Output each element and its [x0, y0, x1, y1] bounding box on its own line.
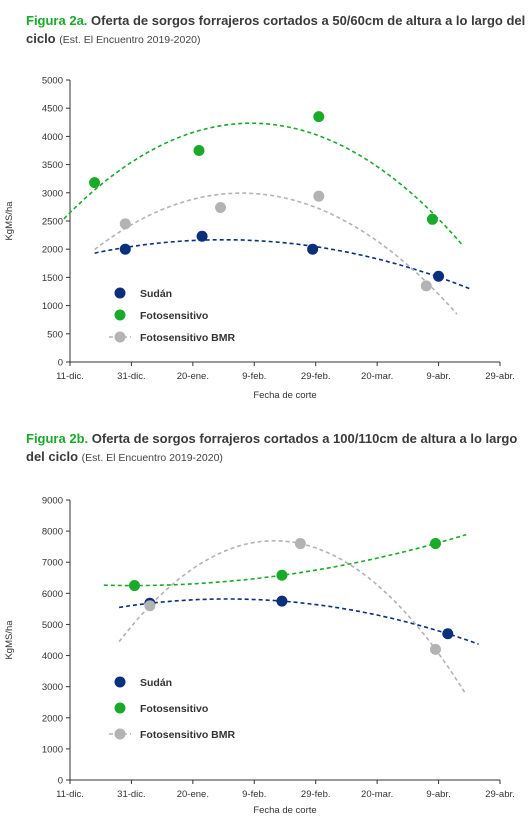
- y-tick-label: 8000: [42, 527, 63, 538]
- x-tick-label: 29-abr.: [485, 789, 515, 800]
- legend-swatch: [114, 676, 126, 688]
- y-axis-label: KgMS/ha: [4, 201, 15, 241]
- y-tick-label: 4500: [42, 104, 63, 115]
- x-tick-label: 20-ene.: [177, 371, 209, 382]
- y-tick-label: 6000: [42, 589, 63, 600]
- data-point: [433, 270, 445, 282]
- y-tick-label: 0: [58, 776, 63, 787]
- y-tick-label: 0: [58, 358, 63, 369]
- data-point: [119, 243, 131, 255]
- y-tick-label: 1000: [42, 301, 63, 312]
- data-point: [144, 600, 156, 612]
- x-tick-label: 9-abr.: [426, 371, 450, 382]
- legend-swatch: [114, 702, 126, 714]
- chart-2a: 0 500 1000 1500 2000 2500 3000 3500 4000 4500 5000…: [4, 76, 515, 402]
- figure-2a-source: (Est. El Encuentro 2019-2020): [59, 34, 201, 46]
- data-point: [442, 628, 454, 640]
- legend-swatch: [114, 287, 126, 299]
- data-point: [193, 145, 205, 156]
- data-point: [430, 538, 441, 550]
- x-tick-label: 11-dic.: [56, 789, 84, 800]
- y-tick-label: 1000: [42, 744, 63, 755]
- legend-swatch: [114, 331, 126, 343]
- x-tick-label: 20-mar.: [361, 789, 393, 800]
- figure-2a-title-text: Oferta de sorgos forrajeros cortados a 5…: [26, 13, 526, 46]
- trendline: [118, 539, 467, 696]
- x-axis-label: Fecha de corte: [253, 805, 316, 816]
- data-point: [276, 569, 288, 581]
- data-point: [430, 643, 441, 655]
- figure-2b-title-text: Oferta de sorgos forrajeros cortados a 1…: [26, 431, 518, 464]
- legend-label: Fotosensitivo: [140, 310, 208, 322]
- data-point: [313, 111, 325, 123]
- y-tick-label: 2000: [42, 713, 63, 724]
- x-tick-label: 29-abr.: [485, 371, 515, 382]
- legend-label: Sudán: [140, 677, 172, 689]
- y-tick-label: 5000: [42, 620, 63, 631]
- x-tick-label: 9-feb.: [242, 789, 266, 800]
- trendline: [94, 192, 458, 315]
- y-tick-label: 7000: [42, 558, 63, 569]
- x-tick-label: 9-abr.: [426, 789, 450, 800]
- data-point: [313, 190, 325, 202]
- trendline: [103, 533, 467, 587]
- legend-swatch: [114, 728, 126, 740]
- data-point: [426, 213, 438, 225]
- x-tick-label: 9-feb.: [242, 371, 266, 382]
- y-tick-label: 2500: [42, 217, 63, 228]
- x-axis-label: Fecha de corte: [253, 390, 316, 401]
- x-tick-label: 29-feb.: [301, 371, 331, 382]
- x-tick-label: 29-feb.: [301, 789, 331, 800]
- y-tick-label: 4000: [42, 132, 63, 143]
- figure-2a-label: Figura 2a.: [26, 13, 88, 28]
- legend-swatch: [114, 309, 126, 321]
- legend-label: Fotosensitivo BMR: [140, 729, 236, 741]
- figure-2b-source: (Est. El Encuentro 2019-2020): [81, 452, 223, 464]
- data-point: [196, 230, 208, 242]
- trendline: [118, 598, 479, 645]
- data-point: [294, 538, 306, 550]
- figure-2b-title: Figura 2b. Oferta de sorgos forrajeros c…: [26, 430, 526, 467]
- data-point: [420, 280, 432, 292]
- trendline: [63, 122, 464, 247]
- y-axis-label: KgMS/ha: [4, 620, 15, 660]
- y-tick-label: 2000: [42, 245, 63, 256]
- y-tick-label: 5000: [42, 76, 63, 87]
- chart-2b: 0 1000 2000 3000 4000 5000 6000 7000 8000 9000 11-…: [4, 496, 515, 817]
- data-point: [119, 218, 131, 230]
- x-tick-label: 11-dic.: [56, 371, 84, 382]
- x-tick-label: 31-dic.: [117, 371, 146, 382]
- legend-label: Fotosensitivo BMR: [140, 332, 236, 344]
- x-tick-label: 20-ene.: [177, 789, 209, 800]
- figure-2a-title: Figura 2a. Oferta de sorgos forrajeros c…: [26, 12, 526, 49]
- data-point: [129, 580, 140, 592]
- y-tick-label: 3000: [42, 682, 63, 693]
- data-point: [276, 595, 288, 607]
- data-point: [215, 201, 226, 213]
- data-point: [89, 177, 101, 189]
- legend-label: Fotosensitivo: [140, 703, 208, 715]
- trendline: [94, 239, 470, 290]
- figure-2b-label: Figura 2b.: [26, 431, 89, 446]
- y-tick-label: 1500: [42, 273, 63, 284]
- y-tick-label: 3000: [42, 188, 63, 199]
- y-tick-label: 4000: [42, 651, 63, 662]
- x-tick-label: 31-dic.: [117, 789, 146, 800]
- legend-label: Sudán: [140, 288, 172, 300]
- y-tick-label: 500: [47, 329, 63, 340]
- y-tick-label: 3500: [42, 160, 63, 171]
- x-tick-label: 20-mar.: [361, 371, 393, 382]
- y-tick-label: 9000: [42, 496, 63, 507]
- data-point: [307, 243, 319, 255]
